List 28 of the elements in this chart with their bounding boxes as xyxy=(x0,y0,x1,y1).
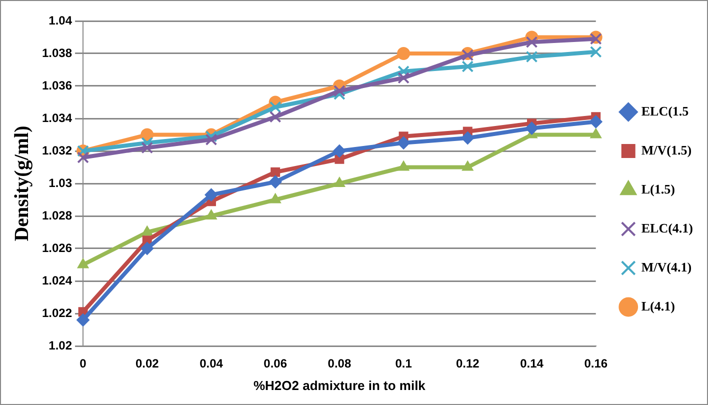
y-tick-label: 1.04 xyxy=(48,13,72,28)
y-tick-label: 1.03 xyxy=(48,176,72,190)
x-tick-label: 0.16 xyxy=(584,356,608,371)
x-tick-label: 0.04 xyxy=(200,356,224,371)
y-tick-label: 1.036 xyxy=(42,78,72,92)
y-tick-label: 1.02 xyxy=(48,338,72,352)
x-tick-label: 0.02 xyxy=(135,356,160,371)
y-tick-label: 1.038 xyxy=(42,46,72,60)
x-tick-label: 0.08 xyxy=(328,356,352,371)
legend-label: L(4.1) xyxy=(641,298,675,314)
y-tick-label: 1.032 xyxy=(42,143,72,158)
y-tick-label: 1.024 xyxy=(42,273,72,288)
legend-label: M/V(4.1) xyxy=(641,259,692,274)
y-tick-label: 1.028 xyxy=(42,208,72,222)
x-tick-label: 0.1 xyxy=(395,356,412,371)
x-axis-title: %H2O2 admixture in to milk xyxy=(253,378,426,393)
x-tick-label: 0.06 xyxy=(264,356,288,371)
y-tick-label: 1.026 xyxy=(42,240,72,255)
y-axis-title: Density(g/ml) xyxy=(11,126,34,242)
legend-label: ELC(1.5 xyxy=(641,103,690,118)
y-tick-label: 1.034 xyxy=(42,110,72,125)
legend-label: M/V(1.5) xyxy=(641,142,692,158)
legend-label: ELC(4.1) xyxy=(641,220,693,236)
x-tick-label: 0.14 xyxy=(520,356,544,371)
x-tick-label: 0.12 xyxy=(456,356,480,371)
legend-label: L(1.5) xyxy=(641,181,675,196)
y-tick-label: 1.022 xyxy=(42,306,72,320)
x-tick-label: 0 xyxy=(80,356,87,371)
